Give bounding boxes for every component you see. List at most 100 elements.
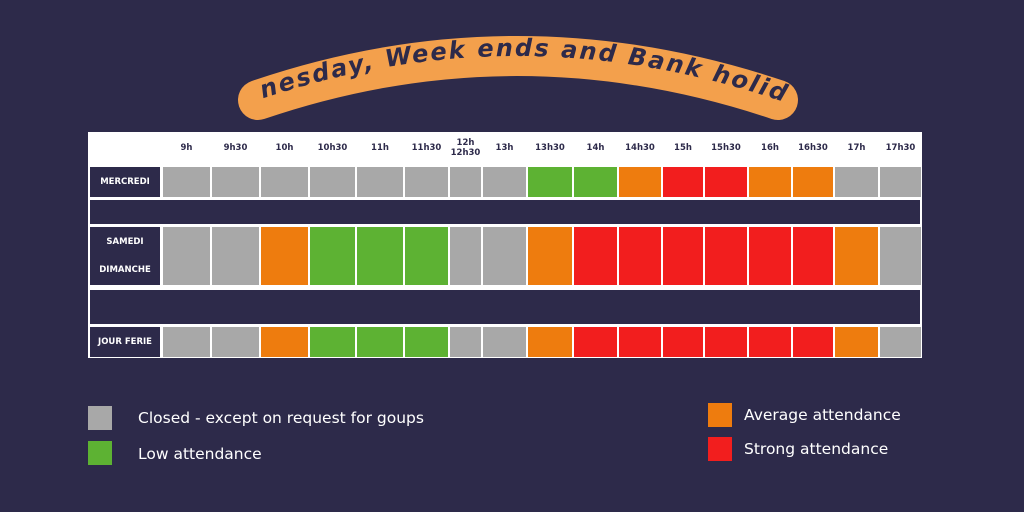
column-header: 11h30	[411, 143, 442, 153]
schedule-cell-closed	[880, 255, 921, 285]
schedule-cell-average	[619, 167, 661, 197]
column-header: 10h	[275, 143, 294, 153]
schedule-cell-low	[357, 327, 403, 357]
schedule-cell-closed	[163, 255, 210, 285]
column-header: 13h30	[535, 143, 565, 153]
schedule-cell-closed	[483, 327, 526, 357]
schedule-cell-closed	[450, 227, 481, 257]
schedule-cell-low	[310, 227, 355, 257]
schedule-cell-average	[749, 167, 791, 197]
schedule-cell-low	[528, 167, 572, 197]
schedule-cell-strong	[749, 227, 791, 257]
column-header: 9h30	[223, 143, 248, 153]
title-banner: Wednesday, Week ends and Bank holidays	[0, 0, 798, 120]
schedule-cell-closed	[405, 167, 448, 197]
column-header: 12h 12h30	[450, 138, 481, 158]
schedule-cell-average	[835, 227, 878, 257]
column-header: 15h	[674, 143, 692, 153]
schedule-cell-closed	[835, 167, 878, 197]
schedule-cell-average	[261, 327, 308, 357]
legend-average-label: Average attendance	[744, 406, 901, 424]
schedule-cell-strong	[793, 327, 833, 357]
schedule-cell-average	[528, 255, 572, 285]
column-header: 16h	[761, 143, 779, 153]
schedule-cell-low	[310, 327, 355, 357]
column-header: 14h	[586, 143, 605, 153]
schedule-cell-closed	[483, 167, 526, 197]
legend-strong-label: Strong attendance	[744, 440, 889, 458]
row-label: MERCREDI	[90, 167, 160, 197]
schedule-cell-average	[835, 327, 878, 357]
schedule-cell-strong	[663, 327, 703, 357]
schedule-cell-strong	[705, 255, 747, 285]
schedule-cell-average	[793, 167, 833, 197]
legend-closed-label: Closed - except on request for goups	[138, 409, 424, 427]
column-header: 15h30	[711, 143, 741, 153]
schedule-cell-closed	[483, 227, 526, 257]
row-separator	[90, 200, 920, 224]
schedule-cell-strong	[749, 255, 791, 285]
column-header: 17h30	[885, 143, 916, 153]
schedule-cell-average	[835, 255, 878, 285]
column-header: 9h	[180, 143, 193, 153]
schedule-cell-low	[405, 255, 448, 285]
column-header: 13h	[495, 143, 514, 153]
legend-strong-swatch	[708, 437, 732, 461]
column-header: 16h30	[798, 143, 828, 153]
schedule-cell-closed	[163, 327, 210, 357]
legend-low-swatch	[88, 441, 112, 465]
schedule-cell-closed	[357, 167, 403, 197]
schedule-cell-low	[574, 167, 617, 197]
schedule-cell-strong	[619, 227, 661, 257]
schedule-cell-closed	[212, 327, 259, 357]
column-header: 17h	[847, 143, 866, 153]
schedule-cell-strong	[663, 167, 703, 197]
row-separator	[90, 290, 920, 324]
schedule-cell-strong	[705, 327, 747, 357]
schedule-cell-closed	[880, 327, 921, 357]
column-header: 14h30	[625, 143, 655, 153]
schedule-cell-average	[261, 227, 308, 257]
schedule-cell-low	[405, 327, 448, 357]
schedule-cell-strong	[705, 227, 747, 257]
schedule-cell-closed	[212, 167, 259, 197]
schedule-cell-closed	[163, 227, 210, 257]
schedule-cell-strong	[793, 227, 833, 257]
row-label: JOUR FERIE	[90, 327, 160, 357]
schedule-cell-closed	[450, 327, 481, 357]
schedule-cell-closed	[880, 167, 921, 197]
schedule-cell-closed	[483, 255, 526, 285]
schedule-cell-average	[261, 255, 308, 285]
schedule-cell-low	[357, 227, 403, 257]
schedule-cell-closed	[310, 167, 355, 197]
row-label: DIMANCHE	[90, 255, 160, 285]
schedule-cell-closed	[163, 167, 210, 197]
schedule-cell-strong	[574, 255, 617, 285]
schedule-cell-strong	[793, 255, 833, 285]
schedule-cell-closed	[261, 167, 308, 197]
schedule-cell-strong	[705, 167, 747, 197]
schedule-cell-closed	[880, 227, 921, 257]
schedule-cell-strong	[619, 327, 661, 357]
schedule-cell-average	[528, 327, 572, 357]
legend-closed-swatch	[88, 406, 112, 430]
attendance-schedule-table: 9h 9h30 10h 10h30 11h 11h30 12h 12h30 13h 13h30 1…	[88, 132, 922, 358]
legend-average-swatch	[708, 403, 732, 427]
schedule-cell-strong	[619, 255, 661, 285]
schedule-cell-strong	[749, 327, 791, 357]
schedule-cell-average	[528, 227, 572, 257]
schedule-cell-closed	[212, 255, 259, 285]
schedule-cell-low	[310, 255, 355, 285]
column-header: 10h30	[317, 143, 348, 153]
column-header: 11h	[371, 143, 389, 153]
schedule-cell-strong	[663, 255, 703, 285]
schedule-cell-low	[405, 227, 448, 257]
row-label: SAMEDI	[90, 227, 160, 257]
legend-low-label: Low attendance	[138, 445, 262, 463]
banner-ribbon	[238, 36, 798, 120]
schedule-cell-strong	[663, 227, 703, 257]
schedule-cell-low	[357, 255, 403, 285]
schedule-cell-strong	[574, 327, 617, 357]
schedule-cell-closed	[450, 167, 481, 197]
schedule-cell-strong	[574, 227, 617, 257]
